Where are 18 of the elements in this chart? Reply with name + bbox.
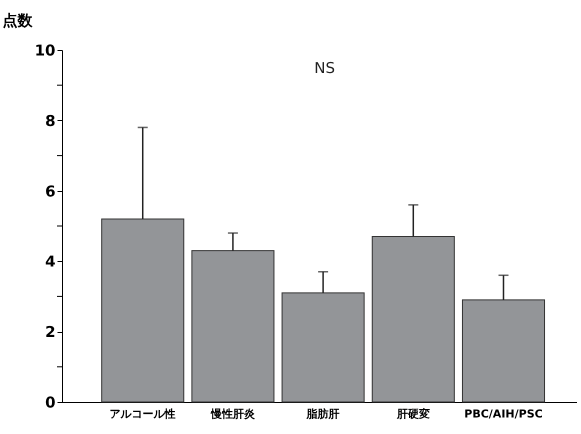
y-tick-label: 10 xyxy=(34,42,56,60)
y-tick-label: 2 xyxy=(45,323,56,342)
bar xyxy=(372,236,455,402)
annotation: NS xyxy=(314,59,336,77)
y-tick-label: 4 xyxy=(45,252,56,271)
bar xyxy=(282,292,365,402)
bar xyxy=(191,250,274,402)
bar xyxy=(101,218,184,402)
y-tick-label: 8 xyxy=(45,112,56,130)
bar xyxy=(462,299,546,402)
y-tick-label: 6 xyxy=(45,182,56,200)
x-tick-label: 慢性肝炎 xyxy=(210,408,256,420)
y-axis-title: 点数 xyxy=(2,12,34,30)
x-tick-label: アルコール性 xyxy=(110,408,176,420)
x-tick-label: 脂肪肝 xyxy=(306,408,340,420)
x-tick-label: 肝硬変 xyxy=(396,408,430,420)
x-tick-label: PBC/AIH/PSC xyxy=(464,408,543,420)
y-tick-label: 0 xyxy=(45,394,56,412)
